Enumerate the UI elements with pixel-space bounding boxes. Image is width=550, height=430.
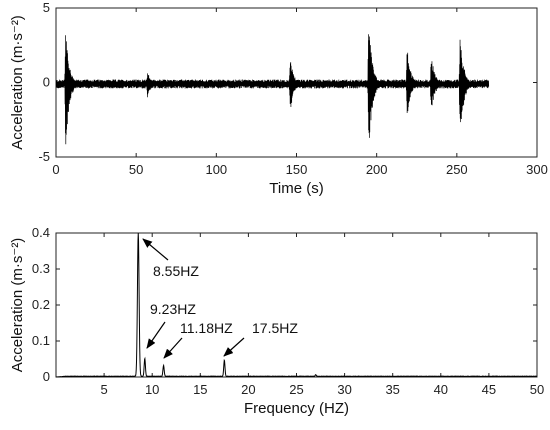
x-tick-label: 50 [530, 382, 544, 397]
y-tick-label: 0.4 [32, 225, 50, 240]
y-tick-label: 0.2 [32, 297, 50, 312]
acceleration-time-series-line [56, 34, 490, 145]
peak-annotation-label: 17.5HZ [252, 320, 298, 336]
x-tick-label: 300 [526, 162, 548, 177]
x-tick-label: 30 [337, 382, 351, 397]
x-tick-label: 250 [446, 162, 468, 177]
peak-annotation-label: 9.23HZ [150, 301, 196, 317]
x-tick-label: 20 [241, 382, 255, 397]
x-tick-label: 0 [52, 162, 59, 177]
y-tick-label: 0.1 [32, 333, 50, 348]
x-tick-label: 10 [145, 382, 159, 397]
x-tick-label: 200 [366, 162, 388, 177]
x-tick-label: 15 [193, 382, 207, 397]
x-tick-label: 5 [100, 382, 107, 397]
x-tick-label: 35 [385, 382, 399, 397]
x-tick-label: 45 [482, 382, 496, 397]
annotation-arrow [163, 337, 183, 359]
annotation-arrow [146, 321, 166, 349]
y-axis-label: Acceleration (m·s⁻²) [9, 15, 26, 150]
annotation-arrow [223, 337, 245, 357]
y-tick-label: 5 [43, 0, 50, 15]
y-tick-label: 0.3 [32, 261, 50, 276]
peak-annotation-label: 8.55HZ [153, 263, 199, 279]
x-axis-label: Frequency (HZ) [244, 400, 349, 417]
x-tick-label: 50 [129, 162, 143, 177]
y-tick-label: -5 [38, 149, 50, 164]
y-tick-label: 0 [43, 75, 50, 90]
x-tick-label: 100 [205, 162, 227, 177]
x-tick-label: 150 [286, 162, 308, 177]
peak-annotation-label: 11.18HZ [180, 320, 233, 336]
plot-frame [55, 232, 538, 378]
spectrum-line [55, 232, 538, 378]
y-tick-label: 0 [43, 369, 50, 384]
frequency-spectrum-plot: 5 10 15 20 25 30 35 40 45 50 0 0.1 0.2 0.3 0.4 Frequenc… [9, 225, 544, 417]
x-tick-label: 40 [434, 382, 448, 397]
x-tick-label: 25 [289, 382, 303, 397]
y-axis-label: Acceleration (m·s⁻²) [9, 238, 26, 373]
x-axis-label: Time (s) [269, 180, 323, 197]
annotation-arrow [142, 238, 169, 261]
